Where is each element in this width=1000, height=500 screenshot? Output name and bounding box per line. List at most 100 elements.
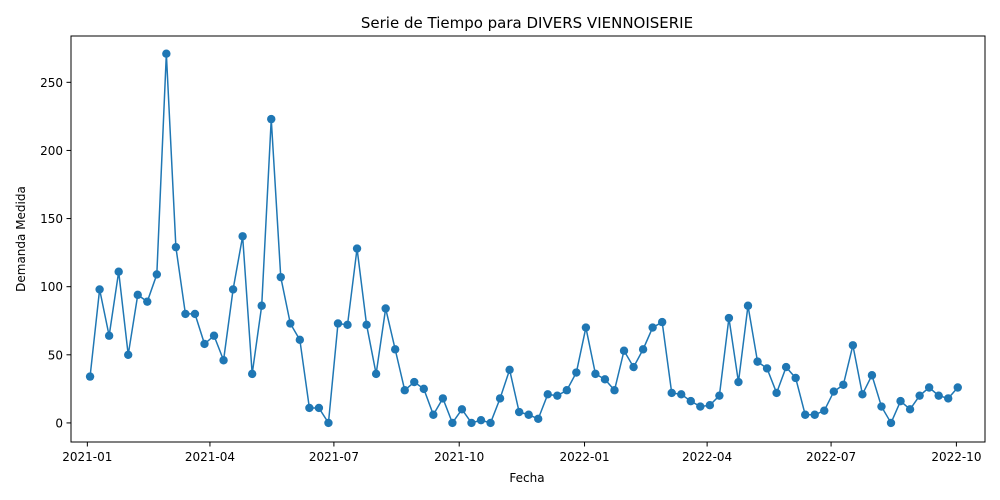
data-point — [85, 372, 95, 381]
plot-area — [85, 49, 962, 428]
data-point — [562, 386, 572, 395]
data-point — [648, 323, 657, 332]
data-point — [696, 402, 705, 411]
data-point — [705, 401, 715, 410]
data-point — [638, 345, 648, 354]
y-tick-label: 150 — [40, 212, 63, 226]
data-point — [505, 365, 514, 374]
data-point — [209, 331, 219, 340]
data-point — [143, 297, 152, 306]
x-tick-label: 2022-07 — [806, 450, 856, 464]
x-axis: 2021-01 2021-04 2021-07 2021-10 2022-01 2022-… — [62, 442, 981, 464]
data-point — [905, 405, 915, 414]
data-point — [333, 319, 343, 328]
data-point — [438, 394, 448, 403]
data-point — [629, 362, 638, 372]
y-tick-label: 0 — [55, 416, 63, 430]
data-point — [734, 377, 743, 387]
data-point — [276, 272, 285, 282]
data-point — [886, 418, 896, 428]
data-point — [133, 290, 142, 300]
series-line — [89, 53, 959, 426]
x-tick-label: 2021-07 — [309, 450, 359, 464]
data-point — [200, 339, 209, 349]
y-tick-label: 100 — [40, 280, 63, 294]
y-tick-label: 200 — [40, 144, 63, 158]
data-point — [152, 270, 162, 279]
y-tick-label: 50 — [48, 348, 63, 362]
data-point — [267, 114, 276, 124]
data-point — [677, 390, 686, 399]
data-point — [381, 304, 390, 313]
data-point — [314, 403, 324, 413]
data-point — [429, 410, 438, 419]
x-axis-label: Fecha — [509, 471, 544, 485]
data-point — [95, 285, 104, 294]
chart-title: Serie de Tiempo para DIVERS VIENNOISERIE — [361, 14, 693, 32]
data-point — [124, 350, 133, 360]
data-point — [171, 242, 181, 252]
y-axis-label: Demanda Medida — [14, 186, 28, 292]
data-point — [953, 383, 962, 392]
data-point — [724, 313, 734, 323]
data-point — [934, 391, 943, 400]
data-point — [858, 390, 867, 399]
data-point — [848, 341, 858, 350]
data-point — [820, 406, 829, 415]
data-point — [362, 320, 371, 330]
plot-frame — [70, 35, 986, 443]
data-point — [400, 386, 409, 395]
data-point — [352, 244, 362, 253]
data-point — [295, 335, 305, 345]
data-point — [257, 301, 266, 310]
x-tick-label: 2021-04 — [185, 450, 235, 464]
data-point — [762, 364, 772, 373]
data-point — [514, 407, 524, 417]
data-point — [467, 418, 476, 428]
x-tick-label: 2021-10 — [434, 450, 484, 464]
data-point — [457, 405, 467, 414]
data-point — [944, 394, 953, 403]
data-point — [915, 391, 924, 400]
data-point — [715, 391, 724, 400]
data-point — [791, 373, 800, 383]
data-point — [657, 317, 667, 327]
y-tick-label: 250 — [40, 76, 63, 90]
data-point — [581, 323, 591, 332]
data-point — [476, 416, 486, 425]
data-point — [781, 362, 791, 372]
data-point — [810, 410, 819, 419]
data-point — [924, 383, 934, 392]
data-point — [305, 403, 314, 413]
data-point — [486, 418, 495, 428]
data-point — [829, 387, 838, 396]
data-point — [877, 402, 886, 411]
data-point — [553, 391, 562, 400]
x-tick-label: 2021-01 — [62, 450, 112, 464]
data-point — [286, 319, 295, 328]
x-tick-label: 2022-10 — [931, 450, 981, 464]
data-point — [104, 331, 114, 340]
data-point — [743, 301, 753, 310]
data-point — [343, 320, 352, 330]
data-point — [162, 49, 171, 58]
data-point — [591, 369, 600, 379]
data-point — [181, 309, 190, 319]
data-point — [896, 396, 905, 406]
data-point — [543, 390, 552, 399]
data-point — [839, 380, 848, 389]
data-point — [610, 386, 619, 395]
data-point — [410, 377, 419, 387]
data-point — [238, 232, 247, 241]
data-point — [371, 369, 381, 379]
x-tick-label: 2022-04 — [682, 450, 732, 464]
data-point — [524, 410, 533, 419]
data-point — [772, 388, 781, 398]
data-point — [801, 410, 810, 419]
data-point — [448, 418, 457, 428]
data-point — [495, 394, 505, 403]
data-point — [190, 309, 200, 319]
y-axis: 0 50 100 150 200 250 — [40, 76, 71, 430]
data-point — [247, 369, 257, 379]
